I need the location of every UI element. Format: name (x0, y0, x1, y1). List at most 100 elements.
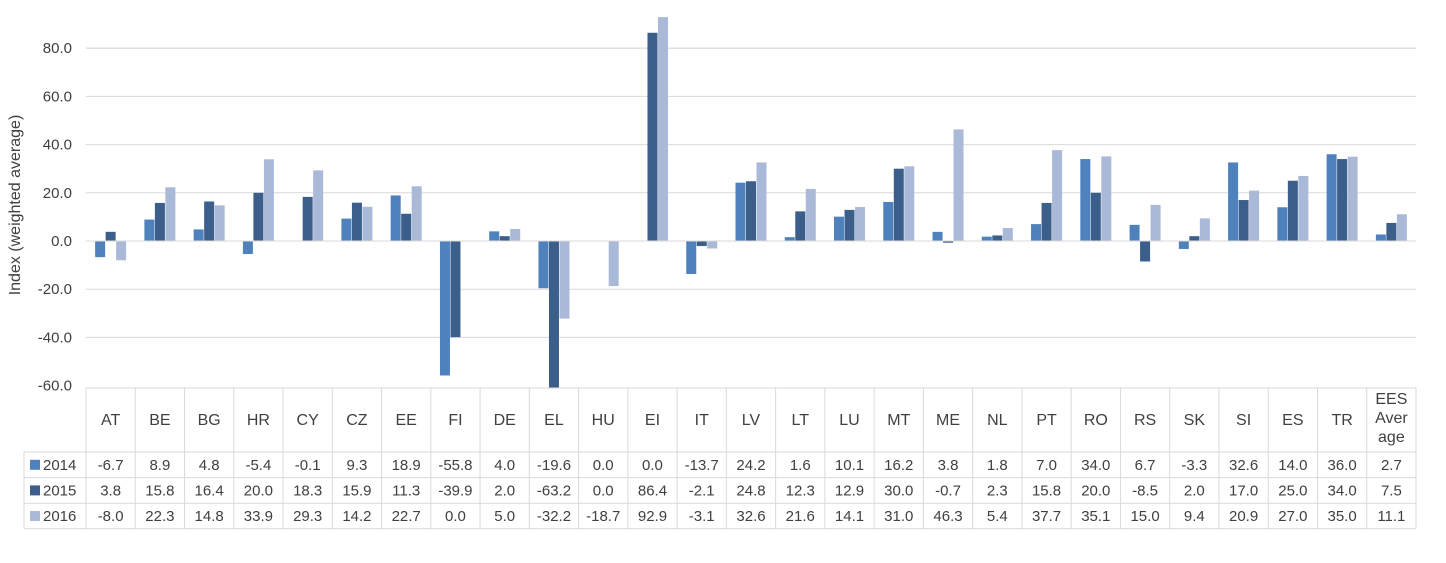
data-table-value: -0.7 (935, 482, 961, 499)
bar-2015-es (1288, 181, 1298, 241)
bar-2014-ro (1080, 159, 1090, 241)
data-table-value: 9.4 (1184, 508, 1205, 525)
data-table-value: 20.9 (1229, 508, 1258, 525)
y-axis-label: Index (weighted average) (7, 115, 24, 296)
bar-2015-be (155, 203, 165, 241)
data-table-value: 2.0 (494, 482, 515, 499)
bar-2014-pt (1031, 224, 1041, 241)
category-label: RO (1084, 412, 1108, 429)
data-table-value: -3.1 (689, 508, 715, 525)
data-table-value: -18.7 (586, 508, 620, 525)
bar-2016-ees-average (1397, 214, 1407, 241)
data-table-value: 4.8 (199, 457, 220, 474)
data-table-value: 0.0 (445, 508, 466, 525)
data-table-value: 36.0 (1328, 457, 1357, 474)
bar-2014-it (686, 241, 696, 274)
data-table-value: -13.7 (685, 457, 719, 474)
bar-2014-at (95, 241, 105, 257)
bar-2016-es (1298, 176, 1308, 241)
bar-2015-bg (204, 201, 214, 241)
data-table-value: 30.0 (884, 482, 913, 499)
bar-2014-fi (440, 241, 450, 375)
data-table-value: 4.0 (494, 457, 515, 474)
bar-2016-si (1249, 191, 1259, 241)
category-label: ES (1282, 412, 1303, 429)
bar-2016-ee (412, 186, 422, 241)
bar-2015-lv (746, 181, 756, 241)
category-label: ME (936, 412, 960, 429)
data-table-value: 37.7 (1032, 508, 1061, 525)
data-table-value: -6.7 (98, 457, 124, 474)
legend-swatch-2016 (30, 511, 40, 521)
bar-2014-ee (391, 195, 401, 241)
bar-2016-el (559, 241, 569, 319)
data-table-value: 15.9 (342, 482, 371, 499)
bar-2015-mt (894, 169, 904, 241)
bar-2016-lv (757, 162, 767, 241)
data-table-value: 9.3 (346, 457, 367, 474)
bar-2014-rs (1130, 225, 1140, 241)
category-label: BE (149, 412, 170, 429)
legend-label: 2016 (43, 508, 76, 525)
y-tick-label: 20.0 (43, 185, 72, 202)
category-label: HR (247, 412, 270, 429)
data-table-value: 27.0 (1278, 508, 1307, 525)
category-label: MT (887, 412, 910, 429)
data-table-value: 2.3 (987, 482, 1008, 499)
bar-2016-de (510, 229, 520, 241)
category-label-part: age (1378, 429, 1405, 446)
data-table-value: 16.2 (884, 457, 913, 474)
data-table-value: 12.3 (786, 482, 815, 499)
data-table-value: 92.9 (638, 508, 667, 525)
data-table-value: 0.0 (593, 457, 614, 474)
bar-2016-at (116, 241, 126, 260)
data-table-value: 46.3 (933, 508, 962, 525)
category-label: NL (987, 412, 1008, 429)
data-table-value: 34.0 (1081, 457, 1110, 474)
bar-2015-sk (1189, 236, 1199, 241)
data-table-value: 24.8 (736, 482, 765, 499)
category-label: SI (1236, 412, 1251, 429)
category-label: EE (396, 412, 417, 429)
data-table-value: 14.0 (1278, 457, 1307, 474)
data-table-value: 11.1 (1377, 508, 1405, 525)
category-label: LT (792, 412, 810, 429)
bar-2014-es (1277, 207, 1287, 241)
data-table-value: -2.1 (689, 482, 715, 499)
category-label: HU (592, 412, 615, 429)
bar-2015-cz (352, 203, 362, 241)
bar-2015-fi (450, 241, 460, 337)
bar-2016-ei (658, 17, 668, 241)
data-table-value: 18.9 (392, 457, 421, 474)
bar-2014-nl (982, 237, 992, 241)
data-table-value: 25.0 (1278, 482, 1307, 499)
bar-2015-hr (253, 193, 263, 241)
bar-2015-de (500, 236, 510, 241)
bar-2014-lu (834, 217, 844, 241)
data-table-value: 29.3 (293, 508, 322, 525)
data-table-value: 11.3 (392, 482, 420, 499)
bar-2015-el (549, 241, 559, 388)
bar-2015-ei (647, 33, 657, 241)
data-table-value: 22.3 (145, 508, 174, 525)
data-table-value: 10.1 (835, 457, 864, 474)
data-table-value: 12.9 (835, 482, 864, 499)
data-table-value: 2.7 (1381, 457, 1402, 474)
data-table-value: 3.8 (100, 482, 121, 499)
bar-2016-sk (1200, 218, 1210, 241)
data-table-value: 21.6 (786, 508, 815, 525)
data-table-value: 86.4 (638, 482, 667, 499)
data-table-value: -8.5 (1132, 482, 1158, 499)
data-table-value: 32.6 (736, 508, 765, 525)
bar-2015-si (1239, 200, 1249, 241)
category-label: IT (695, 412, 709, 429)
bar-2016-it (707, 241, 717, 248)
legend-label: 2015 (43, 482, 76, 499)
data-table-value: 20.0 (1081, 482, 1110, 499)
bar-2016-ro (1101, 156, 1111, 241)
data-table-value: 34.0 (1328, 482, 1357, 499)
legend-swatch-2014 (30, 460, 40, 470)
bar-2015-ees-average (1386, 223, 1396, 241)
